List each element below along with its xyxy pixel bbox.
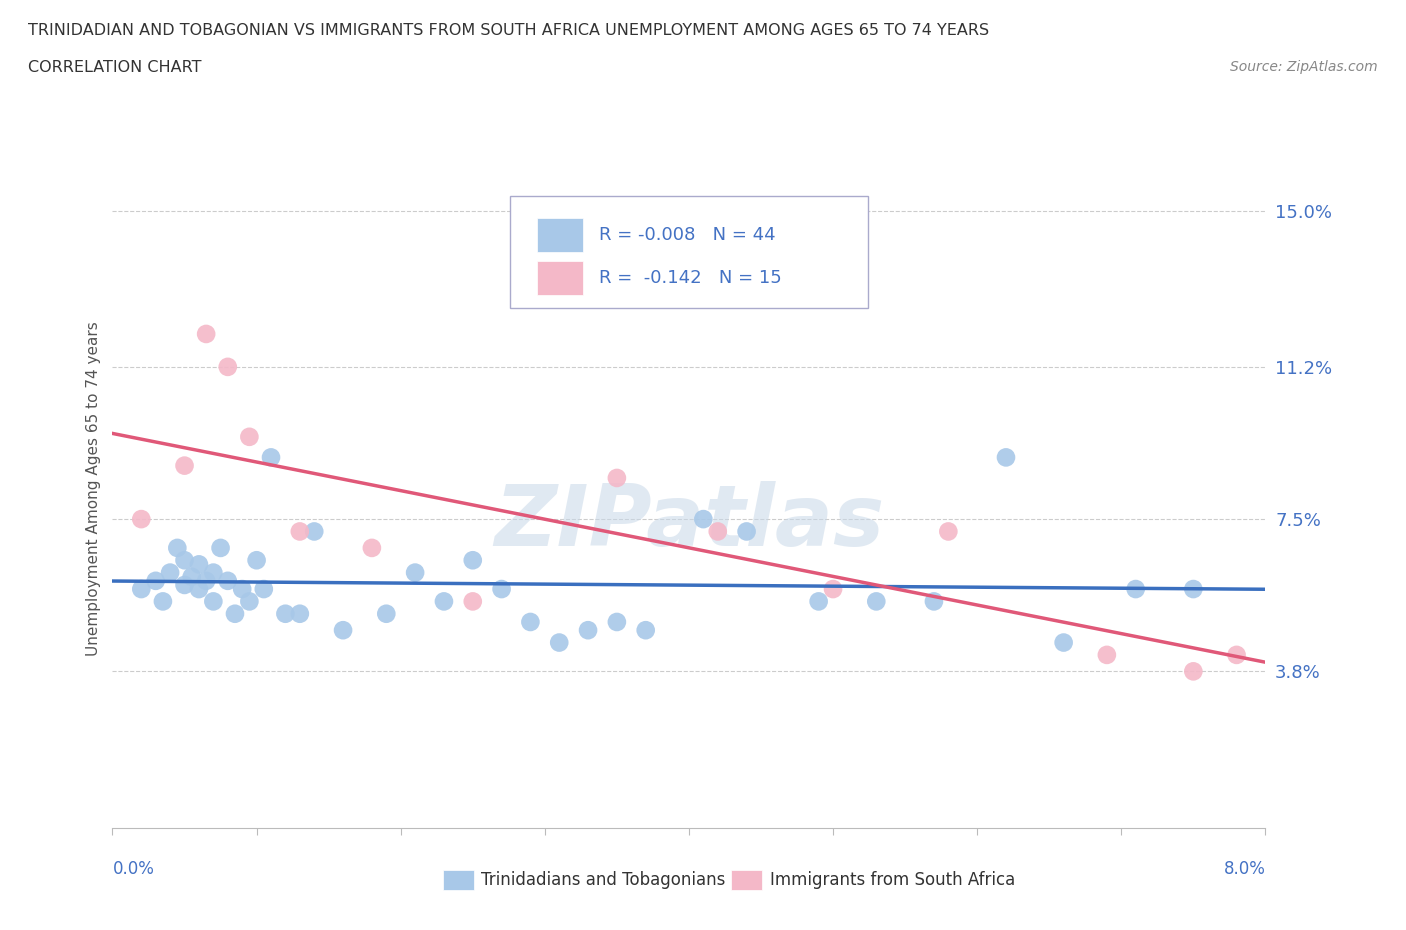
Text: 0.0%: 0.0% bbox=[112, 860, 155, 878]
Point bbox=[1182, 581, 1205, 596]
Text: Source: ZipAtlas.com: Source: ZipAtlas.com bbox=[1230, 60, 1378, 74]
Point bbox=[865, 594, 887, 609]
Point bbox=[936, 524, 959, 538]
Point bbox=[548, 635, 571, 650]
Point bbox=[519, 615, 541, 630]
Point bbox=[231, 581, 253, 596]
Point bbox=[288, 524, 311, 538]
Point bbox=[1125, 581, 1147, 596]
Point bbox=[461, 552, 484, 567]
Point bbox=[173, 578, 195, 592]
Point bbox=[360, 540, 382, 555]
Point bbox=[238, 430, 260, 445]
Point bbox=[180, 569, 202, 584]
Text: Trinidadians and Tobagonians: Trinidadians and Tobagonians bbox=[481, 870, 725, 889]
Point bbox=[195, 326, 218, 341]
Text: R =  -0.142   N = 15: R = -0.142 N = 15 bbox=[599, 269, 782, 286]
Point bbox=[606, 471, 628, 485]
Point bbox=[807, 594, 830, 609]
Point bbox=[129, 512, 153, 526]
FancyBboxPatch shape bbox=[537, 260, 583, 295]
Point bbox=[209, 540, 232, 555]
FancyBboxPatch shape bbox=[510, 196, 868, 309]
Point bbox=[995, 450, 1018, 465]
Point bbox=[245, 552, 267, 567]
Y-axis label: Unemployment Among Ages 65 to 74 years: Unemployment Among Ages 65 to 74 years bbox=[86, 321, 101, 656]
Text: TRINIDADIAN AND TOBAGONIAN VS IMMIGRANTS FROM SOUTH AFRICA UNEMPLOYMENT AMONG AG: TRINIDADIAN AND TOBAGONIAN VS IMMIGRANTS… bbox=[28, 23, 990, 38]
Point bbox=[288, 606, 311, 621]
Point bbox=[253, 581, 276, 596]
Point bbox=[1052, 635, 1074, 650]
Point bbox=[274, 606, 297, 621]
Point bbox=[173, 552, 195, 567]
Point bbox=[332, 623, 354, 638]
Point bbox=[634, 623, 657, 638]
Point bbox=[1182, 664, 1205, 679]
Point bbox=[159, 565, 181, 580]
Point bbox=[576, 623, 599, 638]
Point bbox=[187, 581, 211, 596]
Point bbox=[735, 524, 758, 538]
Point bbox=[260, 450, 283, 465]
Point bbox=[706, 524, 728, 538]
Point bbox=[152, 594, 174, 609]
Point bbox=[217, 574, 239, 589]
Point bbox=[404, 565, 426, 580]
Point bbox=[433, 594, 456, 609]
Point bbox=[491, 581, 513, 596]
Point bbox=[202, 594, 225, 609]
Point bbox=[187, 557, 211, 572]
Point bbox=[195, 574, 218, 589]
Point bbox=[821, 581, 844, 596]
Text: ZIPatlas: ZIPatlas bbox=[494, 481, 884, 564]
Point bbox=[129, 581, 153, 596]
Point bbox=[166, 540, 188, 555]
Point bbox=[202, 565, 225, 580]
Point bbox=[173, 458, 195, 473]
Point bbox=[606, 615, 628, 630]
Point bbox=[1225, 647, 1247, 662]
FancyBboxPatch shape bbox=[537, 218, 583, 252]
Point bbox=[1095, 647, 1118, 662]
Point bbox=[145, 574, 167, 589]
Text: Immigrants from South Africa: Immigrants from South Africa bbox=[770, 870, 1015, 889]
Point bbox=[238, 594, 260, 609]
Text: CORRELATION CHART: CORRELATION CHART bbox=[28, 60, 201, 75]
Point bbox=[375, 606, 398, 621]
Point bbox=[224, 606, 246, 621]
Point bbox=[922, 594, 945, 609]
Text: R = -0.008   N = 44: R = -0.008 N = 44 bbox=[599, 226, 776, 244]
Point bbox=[692, 512, 714, 526]
Point bbox=[217, 359, 239, 374]
Text: 8.0%: 8.0% bbox=[1223, 860, 1265, 878]
Point bbox=[304, 524, 326, 538]
Point bbox=[461, 594, 484, 609]
